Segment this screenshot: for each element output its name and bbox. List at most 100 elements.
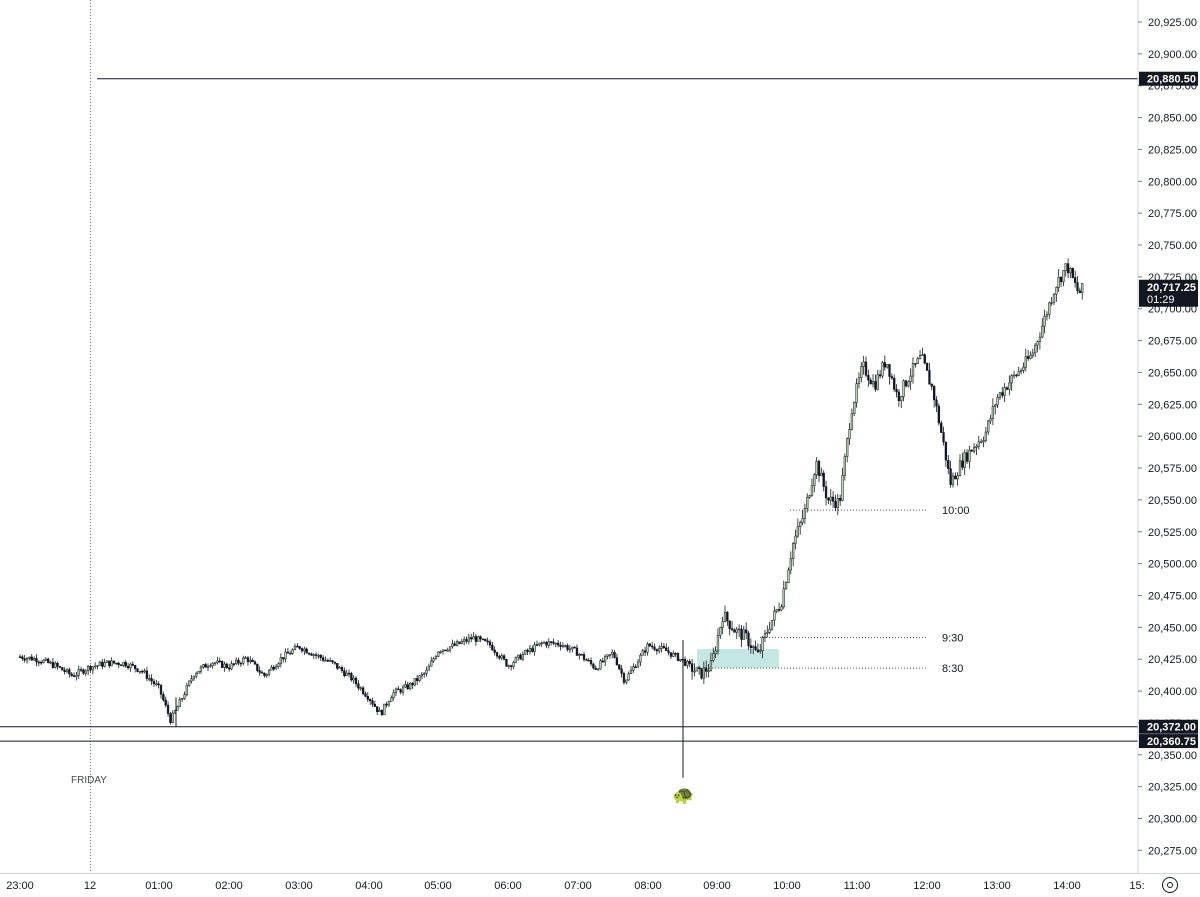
candle-down [942,432,945,443]
time-tick-label: 15: [1129,880,1144,892]
candle-down [47,658,50,664]
candle-up [1064,263,1067,271]
candle-down [648,643,651,647]
price-tick-label: 20,675.00 [1148,336,1197,348]
plot-area[interactable] [0,0,1138,873]
price-tick-label: 20,300.00 [1148,814,1197,826]
candle-down [1066,263,1070,274]
candle-up [975,445,978,448]
candle-down [479,636,482,640]
candle-up [190,678,193,682]
settings-icon-inner [1167,882,1173,888]
level-price-badge [1139,719,1198,734]
candle-up [554,642,557,645]
candle-down [613,652,616,658]
candle-down [474,636,478,642]
candle-down [117,662,120,666]
candle-down [925,362,929,371]
candle-down [169,713,172,723]
candle-up [1008,382,1011,390]
candle-down [728,620,731,629]
candle-down [272,666,275,670]
candle-up [178,699,181,708]
candle-down [145,670,149,679]
candle-down [246,657,250,663]
candle-down [582,654,586,660]
candle-down [937,405,941,424]
candle-down [914,363,917,365]
candle-up [907,381,910,387]
price-tick-label: 20,825.00 [1148,144,1197,156]
candle-up [84,670,87,674]
candle-up [813,474,816,487]
candle-down [1015,374,1018,377]
candle-up [752,646,755,648]
candle-down [305,648,308,654]
candle-up [596,668,600,671]
price-axis[interactable]: 20,925.0020,900.0020,875.0020,850.0020,8… [1137,0,1198,873]
settings-icon[interactable] [1162,877,1178,893]
candle-down [935,399,938,407]
candle-up [267,669,271,675]
candle-up [155,683,158,686]
candle-down [928,370,931,385]
annotation-label: 10:00 [942,505,970,517]
candle-down [444,649,447,652]
candle-up [98,661,102,666]
candle-up [801,518,804,523]
candle-up [911,363,915,377]
candle-up [578,653,581,656]
candle-up [836,498,839,508]
candle-up [608,654,612,656]
candle-down [580,653,583,656]
candle-up [359,687,362,690]
candle-down [397,688,400,691]
candle-down [930,383,933,387]
candle-up [625,679,628,683]
candle-up [122,661,125,666]
candle-up [709,660,713,671]
candle-down [258,670,261,673]
candle-down [949,468,952,485]
candle-down [157,683,160,686]
candles[interactable] [18,258,1084,778]
candle-up [138,670,141,673]
candle-up [803,508,807,519]
candle-up [65,669,69,673]
zone-rect[interactable] [697,649,779,669]
candle-down [220,660,224,668]
candle-up [846,438,849,457]
candle-up [185,685,188,695]
candle-up [759,650,762,652]
candle-up [968,449,971,462]
candle-down [895,389,898,393]
candle-down [491,644,494,651]
candle-down [923,354,926,364]
candle-down [357,683,360,689]
candle-up [658,648,661,652]
candle-down [705,667,708,672]
candle-down [890,376,894,379]
candle-down [366,696,369,700]
candle-down [300,648,304,652]
candle-up [1081,283,1084,294]
candle-up [1010,375,1013,384]
candle-down [690,663,694,672]
candle-down [1059,276,1063,283]
candle-up [455,641,459,646]
candle-up [427,665,431,671]
candle-up [129,663,132,669]
candle-down [40,661,43,664]
last-price-badge [1139,279,1198,307]
candle-up [110,660,113,667]
candle-up [275,666,278,670]
candle-up [796,526,800,537]
candle-up [437,651,440,657]
candle-up [472,636,475,640]
candle-down [289,653,292,655]
time-axis[interactable]: 23:00 12 01:00 02:00 03:00 04:00 05:00 06:00 07:… [0,873,1200,893]
candle-down [557,642,560,646]
price-tick-label: 20,925.00 [1148,17,1197,29]
time-tick-label: 07:00 [564,880,592,892]
